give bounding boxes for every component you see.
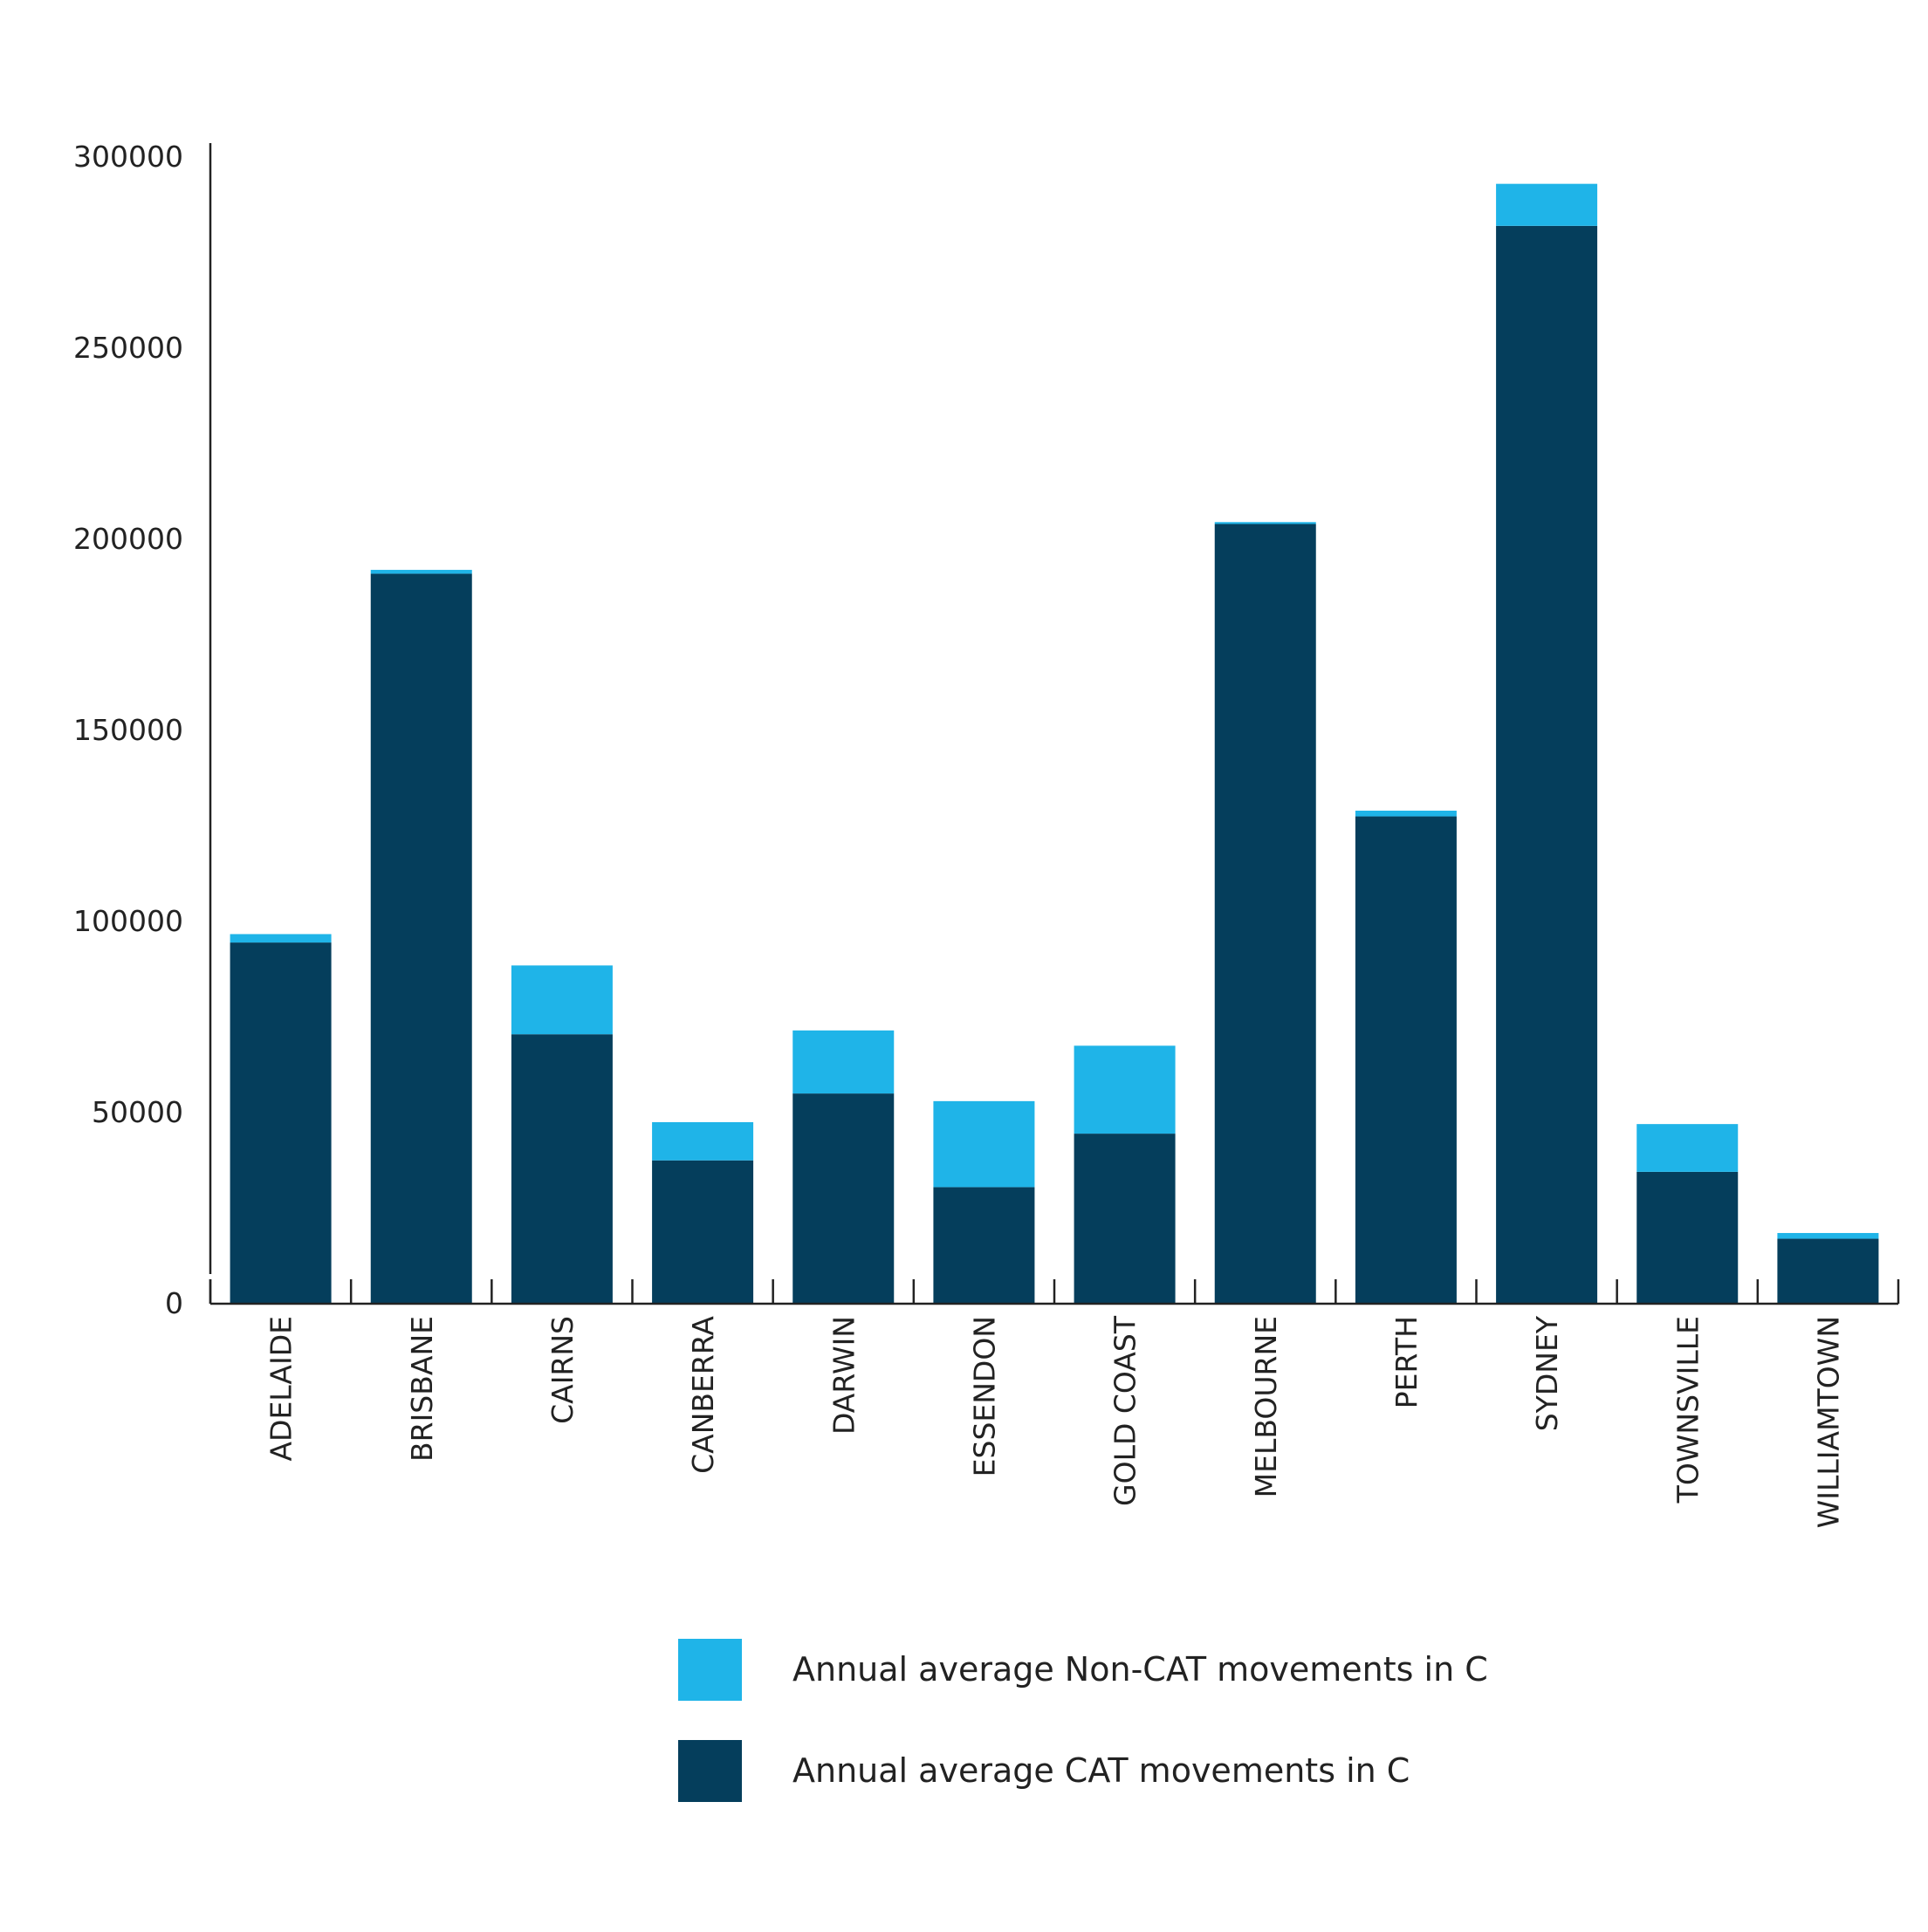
x-axis-labels: ADELAIDE BRISBANE CAIRNS CANBERRA DARWIN ESSE…: [264, 1315, 1846, 1528]
bar-darwin-series-0: [792, 1093, 895, 1304]
x-category-label-9: SYDNEY: [1530, 1315, 1564, 1431]
bar-melbourne-series-1: [1214, 522, 1316, 524]
bar-canberra-series-1: [652, 1121, 754, 1161]
bar-cairns-series-1: [511, 965, 613, 1035]
axes: [209, 143, 1900, 1305]
bar-essendon-series-1: [933, 1100, 1035, 1188]
bar-adelaide-series-1: [230, 934, 332, 943]
bar-sydney-series-0: [1496, 225, 1598, 1305]
bar-perth-series-1: [1355, 810, 1457, 817]
x-category-label-6: GOLD COAST: [1108, 1315, 1142, 1506]
x-category-label-7: MELBOURNE: [1249, 1316, 1283, 1497]
x-category-label-11: WILLIAMTOWN: [1811, 1316, 1845, 1528]
y-tick-label-4: 200000: [73, 522, 183, 556]
x-category-label-8: PERTH: [1389, 1316, 1424, 1408]
x-category-label-3: CANBERRA: [686, 1316, 720, 1474]
y-tick-label-2: 100000: [73, 904, 183, 938]
bar-townsville-series-1: [1636, 1124, 1739, 1172]
y-tick-label-0: 0: [165, 1286, 183, 1320]
bar-brisbane-series-0: [370, 573, 472, 1304]
bar-williamtown-series-0: [1777, 1238, 1879, 1304]
x-category-label-1: BRISBANE: [405, 1316, 439, 1462]
x-category-label-2: CAIRNS: [545, 1316, 580, 1424]
bar-townsville-series-0: [1636, 1171, 1739, 1304]
x-category-label-5: ESSENDON: [967, 1316, 1001, 1476]
x-category-label-4: DARWIN: [827, 1316, 861, 1435]
bar-gold-coast-series-0: [1074, 1134, 1176, 1304]
legend-swatch-1: [678, 1740, 742, 1802]
y-axis-ticks: 0 50000 100000 150000 200000 250000 300000: [73, 140, 183, 1320]
bar-sydney-series-1: [1496, 183, 1598, 226]
bar-essendon-series-0: [933, 1187, 1035, 1304]
bar-adelaide-series-0: [230, 942, 332, 1304]
y-tick-label-6: 300000: [73, 140, 183, 174]
y-tick-label-3: 150000: [73, 713, 183, 747]
legend: Annual average Non-CAT movements in C Ann…: [678, 1639, 1488, 1802]
x-category-label-0: ADELAIDE: [264, 1316, 298, 1462]
x-category-label-10: TOWNSVILLE: [1671, 1316, 1705, 1504]
legend-label-1: Annual average CAT movements in C: [792, 1751, 1410, 1790]
bar-darwin-series-1: [792, 1030, 895, 1094]
y-tick-label-5: 250000: [73, 331, 183, 365]
bar-gold-coast-series-1: [1074, 1045, 1176, 1134]
legend-label-0: Annual average Non-CAT movements in C: [792, 1650, 1488, 1689]
legend-swatch-0: [678, 1639, 742, 1701]
bar-brisbane-series-1: [370, 570, 472, 574]
bar-williamtown-series-1: [1777, 1232, 1879, 1239]
y-tick-label-1: 50000: [92, 1095, 183, 1129]
bar-cairns-series-0: [511, 1034, 613, 1304]
bar-perth-series-0: [1355, 816, 1457, 1304]
bar-canberra-series-0: [652, 1160, 754, 1304]
bar-melbourne-series-0: [1214, 524, 1316, 1304]
bars: [230, 183, 1879, 1305]
